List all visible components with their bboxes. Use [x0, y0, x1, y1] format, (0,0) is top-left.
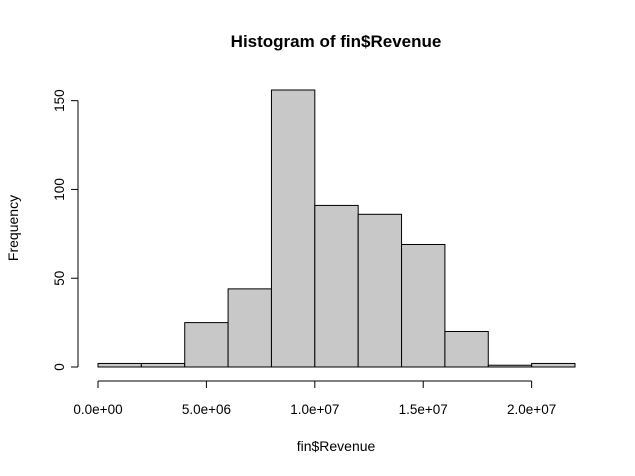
y-tick-label: 150 — [52, 89, 67, 112]
x-axis: 0.0e+00 5.0e+06 1.0e+07 1.5e+07 2.0e+07 — [73, 380, 556, 417]
histogram-bar — [401, 243, 446, 368]
histogram-bar — [184, 322, 229, 368]
histogram-bar — [227, 288, 272, 368]
x-tick-label: 2.0e+07 — [507, 402, 556, 417]
histogram-bar — [314, 204, 359, 368]
x-axis-label: fin$Revenue — [297, 438, 376, 454]
y-tick-label: 0 — [52, 363, 67, 371]
chart-title: Histogram of fin$Revenue — [231, 32, 442, 51]
x-tick-label: 1.0e+07 — [290, 402, 339, 417]
histogram-bar — [487, 364, 533, 368]
y-tick-label: 50 — [52, 271, 67, 286]
x-tick-label: 0.0e+00 — [73, 402, 122, 417]
histogram-bar — [531, 362, 576, 368]
y-axis: 0 50 100 150 — [52, 89, 79, 371]
y-tick-label: 100 — [52, 178, 67, 201]
histogram-bar — [270, 89, 316, 368]
histogram-bar — [140, 362, 186, 368]
histogram-bar — [357, 213, 403, 368]
histogram-bar — [444, 330, 489, 368]
histogram-bar — [97, 362, 142, 368]
y-axis-label: Frequency — [5, 195, 21, 261]
x-tick-label: 5.0e+06 — [182, 402, 231, 417]
x-tick-label: 1.5e+07 — [399, 402, 448, 417]
bars-group — [97, 89, 576, 368]
